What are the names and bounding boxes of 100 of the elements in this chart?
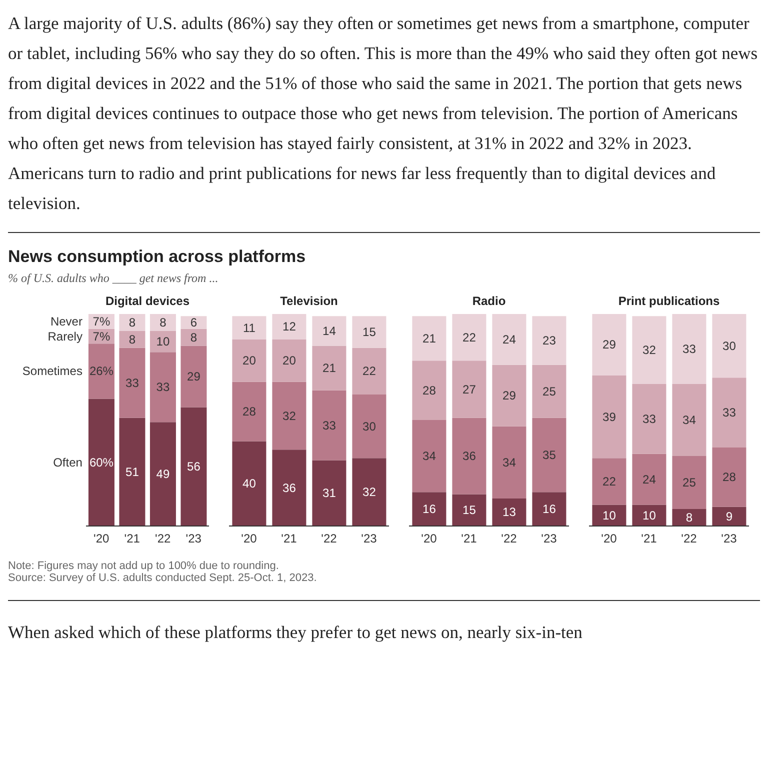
bar <box>592 458 626 505</box>
bar <box>272 450 306 526</box>
series-label: Sometimes <box>22 364 82 378</box>
data-label: 33 <box>126 376 140 390</box>
text: Note: Figures may not add up to 100% due to rounding. <box>8 560 280 572</box>
bar <box>672 314 706 384</box>
bar <box>412 420 446 492</box>
chart-title: Television <box>279 294 339 308</box>
data-label: 33 <box>156 380 170 394</box>
data-label: 6 <box>190 315 198 330</box>
data-label: 8 <box>190 330 198 344</box>
bar <box>452 494 486 526</box>
bar <box>352 458 386 526</box>
text: When asked which of these platforms they prefer to get news on, nearly six-in-ten <box>8 621 584 644</box>
data-label: 13 <box>502 505 516 520</box>
bar <box>150 352 176 422</box>
data-label: 32 <box>642 343 656 358</box>
data-label: 15 <box>362 325 376 340</box>
data-label: 7% <box>92 329 110 344</box>
data-label: 28 <box>242 404 256 419</box>
data-label: 22 <box>362 364 376 378</box>
bar <box>492 426 526 498</box>
data-label: 32 <box>282 408 296 423</box>
bar <box>232 316 266 340</box>
bar <box>412 316 446 361</box>
text: A large majority of U.S. adults (86%) say they often or sometimes get news from a smartphone, computer or tablet, including 56% who say they do so often. This is more than the 49% who said they often got news from digital devices in 2022 and the 51% of those who said the same in 2021. The portion that gets news from digital devices continues to outpace those who get news from television. The portion of Americans who often get news from television has stayed fairly consistent, at 31% in 2022 and 32% in 2023. Americans turn to radio and print publications for news far less frequently than to digital devices and television. <box>8 12 759 215</box>
bar <box>312 316 346 346</box>
data-label: 10 <box>602 508 616 522</box>
data-label: 27 <box>462 382 476 396</box>
x-tick-label: '21 <box>641 532 658 546</box>
x-tick-label: '22 <box>321 532 338 546</box>
x-tick-label: '23 <box>186 532 202 546</box>
bar <box>180 316 207 329</box>
x-tick-label: '22 <box>681 532 698 546</box>
bar <box>532 316 566 365</box>
bar <box>712 314 746 378</box>
data-label: 9 <box>726 509 733 524</box>
bar <box>150 422 176 526</box>
bar <box>119 314 146 331</box>
chart-title: Digital devices <box>104 294 191 308</box>
data-label: 10 <box>642 508 656 522</box>
data-label: 8 <box>128 315 136 330</box>
bar <box>88 344 114 399</box>
x-tick-label: '23 <box>541 532 558 546</box>
data-label: 16 <box>422 502 436 516</box>
bar <box>412 360 446 420</box>
data-label: 32 <box>362 485 376 500</box>
data-label: 25 <box>682 476 696 490</box>
data-label: 21 <box>422 331 436 346</box>
data-label: 40 <box>242 476 256 491</box>
data-label: 25 <box>542 384 556 398</box>
data-label: 10 <box>156 334 170 349</box>
bar <box>352 316 386 348</box>
bar <box>452 314 486 361</box>
data-label: 24 <box>642 472 656 486</box>
bar <box>532 364 566 418</box>
bar <box>272 382 306 450</box>
bar <box>712 506 746 526</box>
data-label: 12 <box>282 320 296 334</box>
x-tick-label: '20 <box>241 532 258 546</box>
bar <box>232 441 266 526</box>
data-label: 31 <box>322 486 336 500</box>
source-note: Source: Survey of U.S. adults conducted Sept. 25-Oct. 1, 2023. <box>8 572 318 584</box>
data-label: 22 <box>462 330 476 344</box>
x-tick-label: '23 <box>361 532 378 546</box>
data-label: 20 <box>242 354 256 368</box>
data-label: 33 <box>682 342 696 356</box>
data-label: 49 <box>156 467 170 482</box>
bar <box>632 316 666 384</box>
data-label: 30 <box>362 419 376 434</box>
series-label: Never <box>50 314 82 328</box>
data-label: 29 <box>187 370 201 384</box>
bar <box>272 339 306 382</box>
bar <box>352 394 386 458</box>
bar <box>672 509 706 526</box>
bar <box>672 384 706 456</box>
data-label: 16 <box>542 502 556 516</box>
data-label: 14 <box>322 324 336 338</box>
bar <box>150 314 176 331</box>
bar <box>632 454 666 505</box>
data-label: 29 <box>602 338 616 352</box>
bar <box>592 375 626 458</box>
series-label: Rarely <box>48 329 82 344</box>
bar <box>672 456 706 510</box>
bar <box>492 498 526 526</box>
data-label: 56 <box>187 460 201 474</box>
bar <box>592 504 626 526</box>
data-label: 34 <box>502 455 516 470</box>
bar <box>492 314 526 365</box>
bar <box>312 460 346 526</box>
data-label: 29 <box>502 388 516 403</box>
x-tick-label: '21 <box>461 532 478 546</box>
bar <box>119 418 146 526</box>
bar <box>452 360 486 418</box>
bar <box>352 348 386 395</box>
data-label: 30 <box>722 338 736 353</box>
x-tick-label: '22 <box>501 532 518 546</box>
bar <box>119 330 146 348</box>
text: % of U.S. adults who ____ get news from ... <box>8 271 220 286</box>
x-tick-label: '22 <box>155 532 172 546</box>
